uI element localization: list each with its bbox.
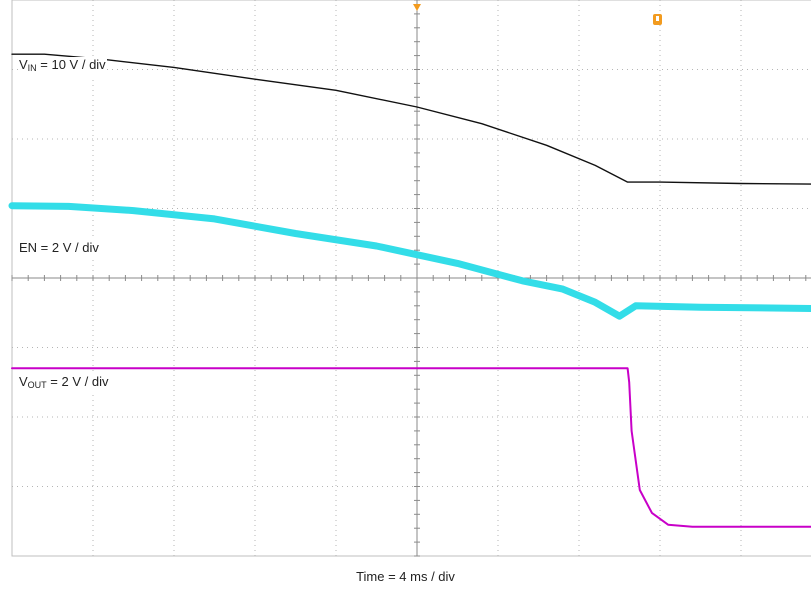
grid <box>11 0 811 557</box>
x-axis-label: Time = 4 ms / div <box>356 569 455 584</box>
traces <box>8 53 811 528</box>
trace-en <box>8 202 811 320</box>
trace-vin <box>11 53 811 185</box>
trace-vout <box>11 367 811 528</box>
trigger-position-icon <box>413 4 421 11</box>
vin-scale-label: VIN = 10 V / div <box>18 57 107 76</box>
vout-scale-label: VOUT = 2 V / div <box>18 374 110 393</box>
cursor-marker-notch <box>656 16 659 21</box>
trigger-markers <box>413 4 662 25</box>
en-scale-label: EN = 2 V / div <box>18 240 100 256</box>
